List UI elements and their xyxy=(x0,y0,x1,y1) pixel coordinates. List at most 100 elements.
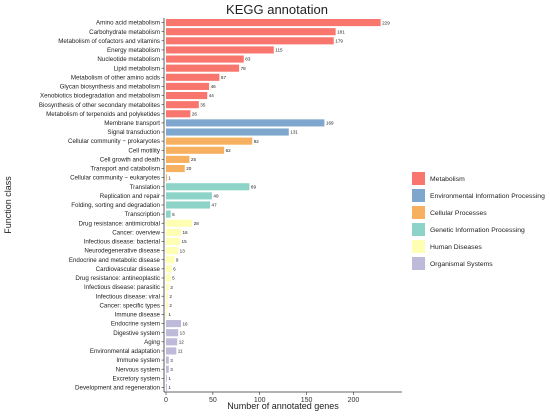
category-label: Excretory system xyxy=(113,375,160,382)
category-labels: Amino acid metabolism Carbohydrate metabo… xyxy=(39,20,164,392)
category-label: Carbohydrate metabolism xyxy=(89,29,160,36)
value-label: 3 xyxy=(170,285,173,290)
bar xyxy=(166,128,289,136)
category-label: Metabolism of terpenoids and polyketides xyxy=(46,111,160,118)
x-ticks: 0 50 100 150 200 xyxy=(164,392,359,404)
category-label: Replication and repair xyxy=(100,193,160,200)
value-label: 11 xyxy=(178,349,183,354)
category-label: Endocrine system xyxy=(111,321,160,328)
value-label: 15 xyxy=(182,239,188,244)
value-label: 12 xyxy=(179,340,185,345)
value-label: 5 xyxy=(172,212,175,217)
bar xyxy=(166,155,190,163)
bar xyxy=(166,247,179,255)
bar xyxy=(166,256,175,264)
value-label: 115 xyxy=(275,48,283,53)
value-label: 28 xyxy=(194,221,200,226)
bar xyxy=(166,37,334,45)
value-label: 3 xyxy=(170,358,173,363)
legend-label: Cellular Processes xyxy=(430,210,487,217)
value-label: 9 xyxy=(176,257,179,262)
legend: Metabolism Environmental Information Proc… xyxy=(412,172,545,270)
category-label: Folding, sorting and degradation xyxy=(71,202,160,209)
bar xyxy=(166,101,199,109)
category-label: Cell growth and death xyxy=(100,156,161,163)
legend-label: Genetic Information Processing xyxy=(430,227,525,234)
x-tick-label: 200 xyxy=(348,397,360,404)
legend-label: Environmental Information Processing xyxy=(430,193,545,200)
category-label: Neurodegenerative disease xyxy=(84,248,160,255)
chart-title: KEGG annotation xyxy=(226,2,328,17)
x-tick-label: 0 xyxy=(164,397,168,404)
category-label: Cancer: specific types xyxy=(99,302,160,309)
bar xyxy=(166,28,336,36)
category-label: Biosynthesis of other secondary metaboli… xyxy=(39,102,160,109)
legend-swatch xyxy=(412,189,425,202)
bar xyxy=(166,374,167,382)
legend-label: Metabolism xyxy=(430,176,465,183)
category-label: Metabolism of cofactors and vitamins xyxy=(58,38,160,45)
bar xyxy=(166,283,169,291)
category-label: Cell motility xyxy=(128,147,161,154)
category-label: Metabolism of other amino acids xyxy=(71,74,160,81)
value-label: 2 xyxy=(169,294,172,299)
value-label: 181 xyxy=(337,29,345,34)
legend-label: Human Diseases xyxy=(430,244,482,251)
legend-swatch xyxy=(412,223,425,236)
value-labels: 2291811791158378574644352616913192622520… xyxy=(168,20,390,390)
category-label: Nucleotide metabolism xyxy=(97,56,160,63)
x-tick-label: 50 xyxy=(209,397,217,404)
category-label: Digestive system xyxy=(113,330,160,337)
value-label: 5 xyxy=(172,276,175,281)
legend-swatch xyxy=(412,240,425,253)
bar xyxy=(166,73,220,81)
value-label: 89 xyxy=(251,184,257,189)
bar xyxy=(166,210,171,218)
category-label: Transcription xyxy=(124,211,160,218)
category-label: Energy metabolism xyxy=(107,47,160,54)
value-label: 13 xyxy=(180,248,186,253)
category-label: Infectious disease: viral xyxy=(96,293,160,300)
bar xyxy=(166,55,244,63)
legend-swatch xyxy=(412,172,425,185)
category-label: Environmental adaptation xyxy=(90,348,161,355)
value-label: 1 xyxy=(168,385,171,390)
category-label: Cancer: overview xyxy=(112,229,160,236)
bar xyxy=(166,274,171,282)
value-label: 2 xyxy=(169,303,172,308)
y-axis-title: Function class xyxy=(3,176,13,234)
x-tick-label: 150 xyxy=(301,397,313,404)
value-label: 49 xyxy=(213,194,219,199)
bar xyxy=(166,91,208,100)
value-label: 13 xyxy=(180,330,186,335)
category-label: Cardiovascular disease xyxy=(96,266,161,273)
bars-layer xyxy=(166,19,381,391)
value-label: 44 xyxy=(209,93,215,98)
bar xyxy=(166,146,225,154)
x-tick-label: 100 xyxy=(254,397,266,404)
value-label: 35 xyxy=(200,102,206,107)
bar xyxy=(166,356,169,364)
bar xyxy=(166,174,167,182)
value-label: 3 xyxy=(170,367,173,372)
value-label: 1 xyxy=(168,312,171,317)
axes xyxy=(163,18,402,393)
category-label: Transport and catabolism xyxy=(90,166,160,173)
value-label: 20 xyxy=(186,166,192,171)
bar xyxy=(166,237,181,246)
category-label: Membrane transport xyxy=(104,120,160,127)
value-label: 78 xyxy=(241,66,247,71)
value-label: 92 xyxy=(254,139,260,144)
value-label: 6 xyxy=(173,267,176,272)
bar xyxy=(166,137,253,145)
category-label: Drug resistance: antineoplastic xyxy=(75,275,160,282)
bar xyxy=(166,310,167,319)
value-label: 62 xyxy=(226,148,232,153)
bar xyxy=(166,110,191,118)
bar xyxy=(166,201,211,209)
category-label: Aging xyxy=(144,339,160,346)
bar xyxy=(166,219,193,227)
bar xyxy=(166,228,181,236)
bar xyxy=(166,383,167,391)
